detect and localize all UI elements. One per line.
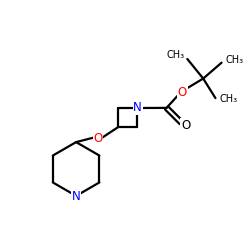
Text: CH₃: CH₃	[166, 50, 184, 60]
Text: O: O	[178, 86, 187, 98]
Text: CH₃: CH₃	[220, 94, 238, 104]
Text: CH₃: CH₃	[226, 55, 244, 65]
Text: N: N	[133, 101, 142, 114]
Text: O: O	[181, 119, 190, 132]
Text: N: N	[72, 190, 80, 203]
Text: O: O	[94, 132, 103, 145]
